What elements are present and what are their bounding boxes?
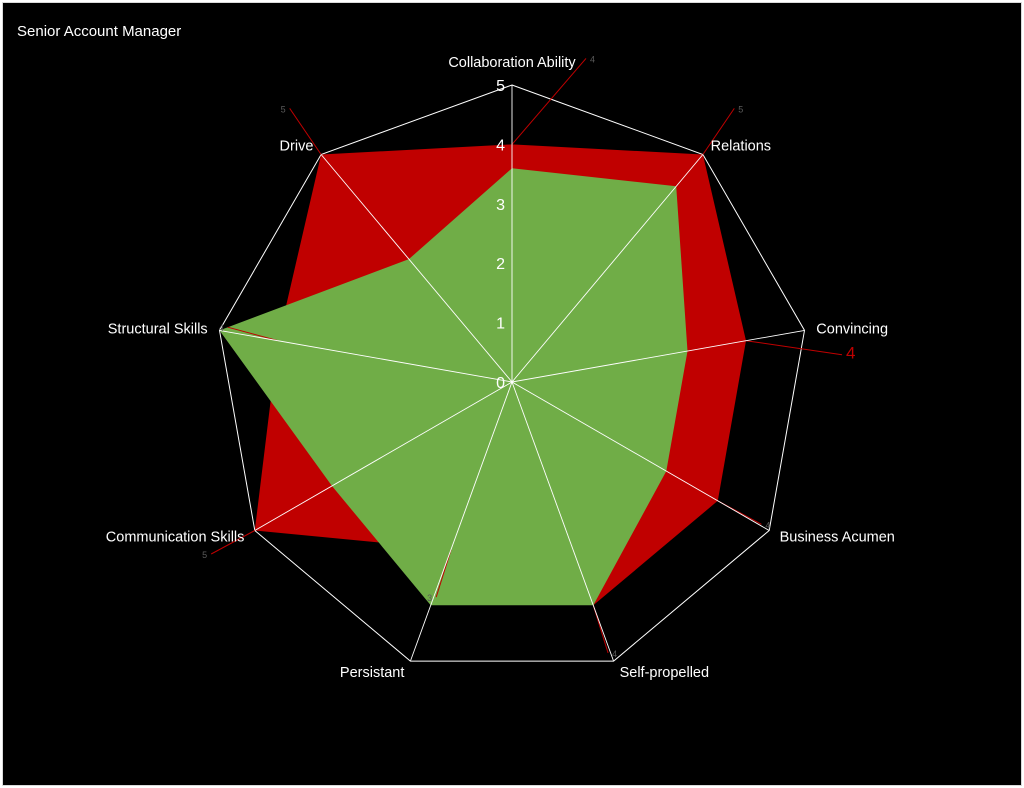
spoke-7 [254, 381, 513, 531]
value-label-5: 4 [612, 649, 617, 659]
spoke-5 [511, 381, 615, 662]
axis-label-4: Business Acumen [780, 530, 895, 546]
value-label-1: 4 [590, 54, 595, 64]
chart-title: Senior Account Manager [17, 23, 182, 40]
value-label-2: 5 [738, 104, 743, 114]
series-2-area [219, 168, 688, 606]
leader-line-2 [702, 108, 735, 155]
axis-label-6: Persistant [340, 665, 404, 681]
spoke-3 [511, 329, 805, 383]
scale-tick-0: 0 [496, 375, 505, 392]
axis-label-2: Relations [711, 138, 771, 154]
leader-line-7 [210, 530, 256, 555]
leader-line-1 [511, 58, 587, 145]
value-label-3: 4 [846, 344, 855, 363]
axis-label-3: Convincing [816, 321, 888, 337]
value-label-8: 4 [219, 323, 224, 333]
spoke-6 [409, 381, 513, 662]
axis-label-9: Drive [280, 138, 314, 154]
radar-chart: 0 1 2 3 4 5 Collaboration Ability Relations Con… [106, 54, 895, 681]
value-labels: 4 5 4 4 4 3 5 4 5 [202, 54, 855, 659]
value-label-7: 5 [202, 550, 207, 560]
leader-line-6 [435, 549, 452, 598]
spoke-2 [511, 154, 704, 383]
series-group [219, 144, 747, 606]
scale-tick-1: 1 [496, 316, 505, 333]
leader-line-8 [227, 326, 279, 342]
axis-label-1: Collaboration Ability [448, 55, 576, 71]
scale-tick-4: 4 [496, 137, 505, 154]
scale-ticks: 0 1 2 3 4 5 [496, 78, 505, 392]
scale-tick-2: 2 [496, 256, 505, 273]
grid-outer-ring [218, 84, 806, 662]
spokes [219, 85, 805, 662]
scale-tick-5: 5 [496, 78, 505, 95]
spoke-9 [320, 154, 513, 383]
value-label-4: 4 [765, 520, 770, 530]
leader-line-3 [745, 340, 843, 356]
value-label-9: 5 [281, 104, 286, 114]
axis-label-8: Structural Skills [108, 321, 208, 337]
grid [218, 84, 806, 662]
value-label-6: 3 [427, 593, 432, 603]
leader-lines [210, 58, 843, 654]
spoke-8 [219, 329, 513, 383]
leader-line-9 [289, 108, 322, 155]
axis-label-7: Communication Skills [106, 530, 245, 546]
scale-tick-3: 3 [496, 197, 505, 214]
axis-labels: Collaboration Ability Relations Convincing… [106, 55, 895, 681]
spoke-4 [511, 381, 770, 531]
axis-label-5: Self-propelled [620, 665, 709, 681]
